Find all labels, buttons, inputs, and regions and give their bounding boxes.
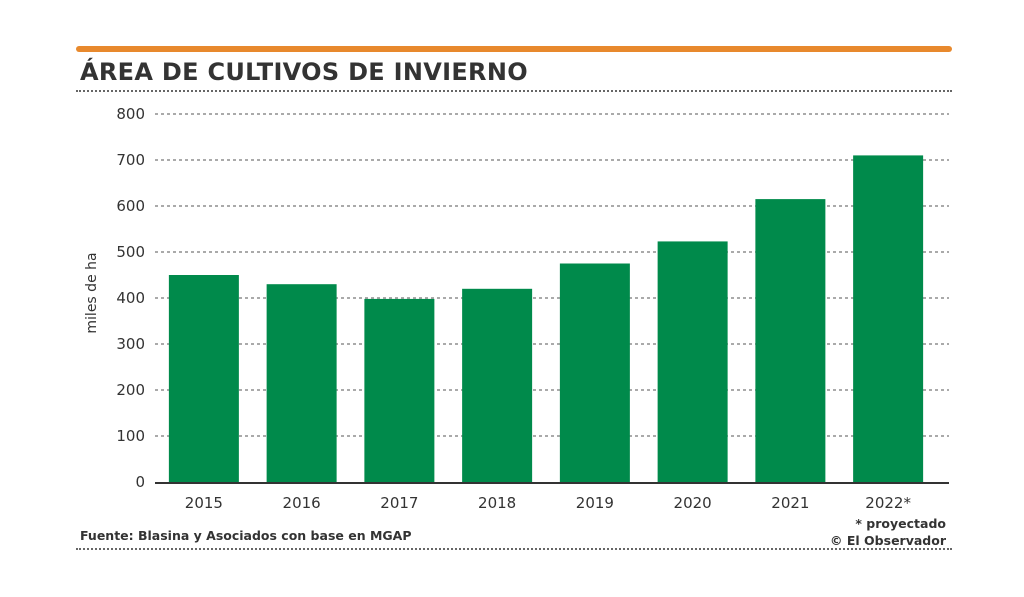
x-tick-label: 2021 — [771, 494, 809, 512]
bar-2018 — [462, 288, 533, 482]
projection-note: * proyectado — [855, 516, 946, 531]
bar-2022 — [853, 155, 924, 482]
x-tick-label: 2022* — [865, 494, 911, 512]
y-tick-label: 400 — [116, 289, 145, 307]
y-tick-label: 800 — [116, 105, 145, 123]
y-tick-label: 100 — [116, 427, 145, 445]
bar-2017 — [364, 298, 435, 482]
source-note: Fuente: Blasina y Asociados con base en … — [80, 528, 412, 543]
y-tick-label: 0 — [135, 473, 145, 491]
y-tick-labels: 0 100 200 300 400 500 600 700 800 — [116, 105, 145, 491]
title-divider — [76, 90, 952, 92]
y-tick-label: 500 — [116, 243, 145, 261]
bar-2016 — [266, 284, 337, 482]
bar-2021 — [755, 199, 826, 482]
footer-divider — [76, 548, 952, 550]
x-tick-label: 2016 — [283, 494, 321, 512]
x-tick-label: 2017 — [380, 494, 418, 512]
bar-2020 — [657, 241, 728, 482]
y-tick-label: 200 — [116, 381, 145, 399]
chart-title: ÁREA DE CULTIVOS DE INVIERNO — [80, 58, 528, 86]
credit-note: © El Observador — [830, 533, 946, 548]
bars — [168, 155, 924, 482]
top-accent-rule — [76, 46, 952, 52]
x-tick-label: 2019 — [576, 494, 614, 512]
y-tick-label: 300 — [116, 335, 145, 353]
x-tick-label: 2018 — [478, 494, 516, 512]
x-tick-label: 2020 — [674, 494, 712, 512]
y-tick-label: 700 — [116, 151, 145, 169]
x-tick-labels: 2015 2016 2017 2018 2019 2020 2021 2022* — [185, 494, 912, 512]
bar-2015 — [168, 275, 239, 482]
footnote-block: * proyectado © El Observador — [830, 515, 946, 549]
x-tick-label: 2015 — [185, 494, 223, 512]
y-tick-label: 600 — [116, 197, 145, 215]
y-axis-label: miles de ha — [84, 252, 100, 333]
bar-2019 — [559, 263, 630, 482]
